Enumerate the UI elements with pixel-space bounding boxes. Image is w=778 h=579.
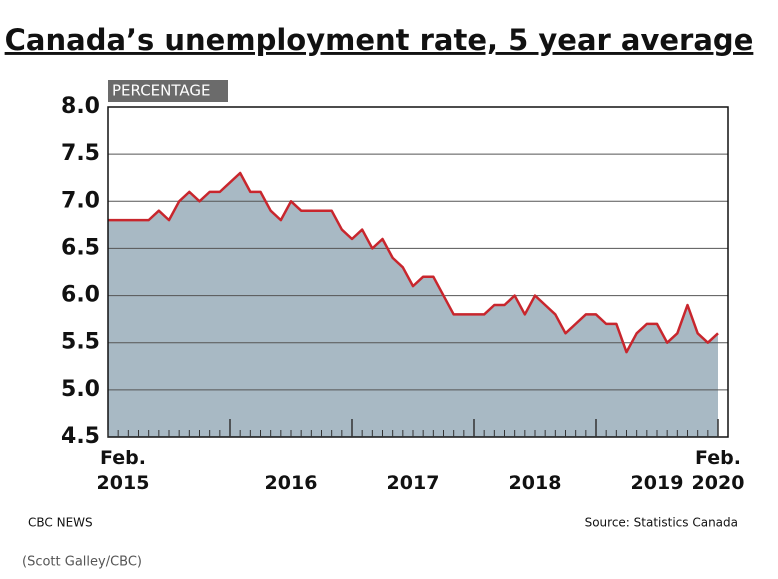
y-tick-label: 6.0: [61, 283, 100, 308]
chart-title: Canada’s unemployment rate, 5 year avera…: [5, 23, 754, 57]
x-tick-label: 2017: [386, 472, 440, 494]
x-tick-label: 2016: [264, 472, 318, 494]
y-tick-label: 7.5: [61, 141, 100, 166]
y-tick-label: 7.0: [61, 188, 100, 213]
line: [108, 171, 719, 354]
y-tick-label: 5.5: [61, 330, 100, 355]
y-tick-label: 4.5: [61, 424, 100, 449]
y-label-box: [108, 80, 228, 102]
x-tick-label: Feb. 2020: [691, 447, 745, 494]
brand: CBC NEWS: [28, 516, 93, 530]
x-tick-label: Feb. 2015: [96, 447, 150, 494]
source: Source: Statistics Canada: [585, 516, 738, 530]
x-tick-label: 2018: [508, 472, 562, 494]
credit: (Scott Galley/CBC): [22, 555, 142, 570]
plot-border: [107, 106, 729, 438]
y-tick-label: 8.0: [61, 94, 100, 119]
y-tick-label: 6.5: [61, 235, 100, 260]
area: [108, 173, 718, 437]
y-axis-label: PERCENTAGE: [112, 82, 210, 100]
y-tick-label: 5.0: [61, 377, 100, 402]
x-tick-label: 2019: [630, 472, 684, 494]
